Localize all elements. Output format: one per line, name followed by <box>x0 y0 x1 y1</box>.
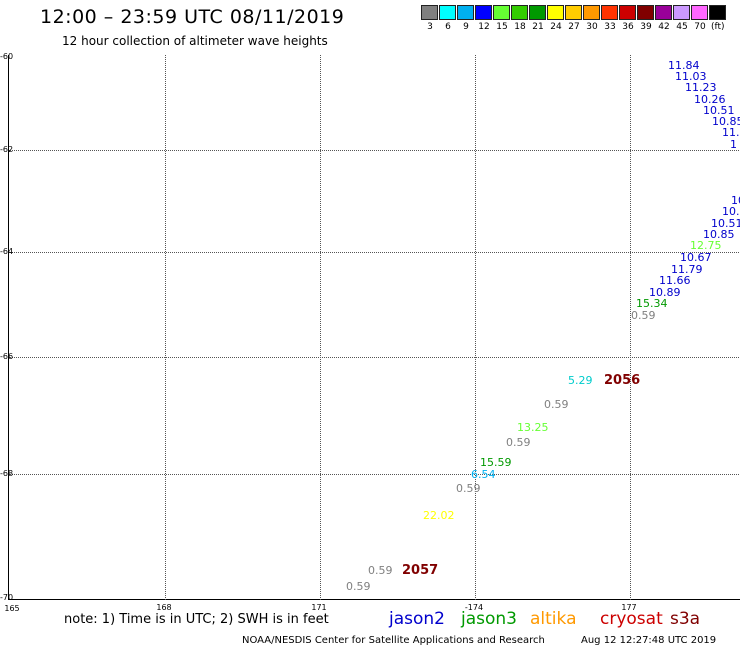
legend-swatch <box>655 5 672 20</box>
wave-height-label: 15.34 <box>636 297 668 310</box>
legend-swatch <box>583 5 600 20</box>
latitude-label: -60 <box>0 52 14 61</box>
legend-swatch <box>547 5 564 20</box>
wave-height-label: 10.0 <box>722 205 740 218</box>
wave-height-label: 0.59 <box>456 482 481 495</box>
legend-tick-label: 27 <box>568 22 580 32</box>
latitude-label: -64 <box>0 247 14 256</box>
wave-height-label: 10 <box>731 194 740 207</box>
wave-height-label: 13.25 <box>517 421 549 434</box>
wave-height-label: 10.51 <box>711 217 740 230</box>
legend-tick-label: 39 <box>640 22 652 32</box>
wave-height-label: 11.84 <box>668 59 700 72</box>
credit-text: NOAA/NESDIS Center for Satellite Applica… <box>242 635 545 646</box>
legend-tick-label: 12 <box>478 22 490 32</box>
latitude-label: -66 <box>0 352 14 361</box>
legend-swatch <box>475 5 492 20</box>
color-legend-labels: 3 6 9 12 15 18 21 24 27 30 33 36 39 42 45 70 <box>421 22 727 32</box>
satellite-name: s3a <box>670 609 701 629</box>
legend-swatch <box>673 5 690 20</box>
legend-tick-label: 70 <box>694 22 706 32</box>
latitude-gridline <box>9 474 740 475</box>
legend-swatch <box>457 5 474 20</box>
legend-tick-label: 6 <box>445 22 451 32</box>
legend-swatch <box>511 5 528 20</box>
legend-tick-label: 36 <box>622 22 634 32</box>
legend-tick-label: 15 <box>496 22 508 32</box>
generated-timestamp: Aug 12 12:27:48 UTC 2019 <box>581 635 717 646</box>
legend-tick-label: 42 <box>658 22 670 32</box>
longitude-label: -174 <box>464 603 484 612</box>
legend-tick-label: 24 <box>550 22 562 32</box>
footer-note: note: 1) Time is in UTC; 2) SWH is in fe… <box>64 612 329 627</box>
wave-height-label: 11.03 <box>675 70 707 83</box>
latitude-label: -68 <box>0 469 14 478</box>
wave-height-label: 22.02 <box>423 509 455 522</box>
legend-swatch <box>565 5 582 20</box>
legend-swatch <box>439 5 456 20</box>
legend-swatch <box>709 5 726 20</box>
wave-height-label: 11.23 <box>685 81 717 94</box>
wave-height-label: 10.85 <box>703 228 735 241</box>
longitude-gridline <box>320 55 321 600</box>
wave-height-label: 5.29 <box>568 374 593 387</box>
legend-tick-label: 9 <box>463 22 469 32</box>
legend-tick-label: 30 <box>586 22 598 32</box>
pass-number-label: 2056 <box>604 373 641 388</box>
wave-height-label: 10.85 <box>712 115 740 128</box>
legend-swatch <box>493 5 510 20</box>
satellite-name: jason3 <box>461 609 517 629</box>
wave-height-label: 1 <box>730 138 737 151</box>
longitude-label: 171 <box>311 603 327 612</box>
chart-subtitle: 12 hour collection of altimeter wave hei… <box>62 34 328 48</box>
latitude-label: -70 <box>0 593 14 602</box>
longitude-gridline <box>165 55 166 600</box>
satellite-name: cryosat <box>600 609 663 629</box>
legend-swatch <box>619 5 636 20</box>
wave-height-label: 12.75 <box>690 239 722 252</box>
chart-title: 12:00 – 23:59 UTC 08/11/2019 <box>40 6 345 28</box>
latitude-gridline <box>9 357 740 358</box>
latitude-gridline <box>9 252 740 253</box>
legend-tick-label: 33 <box>604 22 616 32</box>
wave-height-label: 11. <box>722 126 740 139</box>
wave-height-label: 0.59 <box>346 580 371 593</box>
longitude-label: 165 <box>4 604 20 613</box>
longitude-label: 177 <box>621 603 637 612</box>
wave-height-label: 0.59 <box>544 398 569 411</box>
wave-height-label: 10.51 <box>703 104 735 117</box>
latitude-label: -62 <box>0 145 14 154</box>
legend-swatch <box>691 5 708 20</box>
legend-swatch <box>421 5 438 20</box>
satellite-name: altika <box>530 609 577 629</box>
satellite-name: jason2 <box>389 609 445 629</box>
wave-height-label: 10.67 <box>680 251 712 264</box>
color-legend <box>421 5 727 20</box>
wave-height-label: 10.89 <box>649 286 681 299</box>
wave-height-label: 11.66 <box>659 274 691 287</box>
map-plot-area <box>8 55 740 600</box>
wave-height-label: 0.59 <box>368 564 393 577</box>
legend-swatch <box>529 5 546 20</box>
wave-height-label: 6.54 <box>471 468 496 481</box>
wave-height-label: 0.59 <box>631 309 656 322</box>
wave-height-label: 10.26 <box>694 93 726 106</box>
longitude-gridline <box>475 55 476 600</box>
legend-swatch <box>637 5 654 20</box>
longitude-label: 168 <box>156 603 172 612</box>
latitude-gridline <box>9 150 740 151</box>
longitude-gridline <box>630 55 631 600</box>
wave-height-label: 15.59 <box>480 456 512 469</box>
legend-tick-label: 21 <box>532 22 544 32</box>
wave-height-label: 0.59 <box>506 436 531 449</box>
legend-unit: (ft) <box>711 22 725 32</box>
legend-swatch <box>601 5 618 20</box>
wave-height-label: 11.79 <box>671 263 703 276</box>
legend-tick-label: 18 <box>514 22 526 32</box>
pass-number-label: 2057 <box>402 563 439 578</box>
legend-tick-label: 45 <box>676 22 688 32</box>
legend-tick-label: 3 <box>427 22 433 32</box>
